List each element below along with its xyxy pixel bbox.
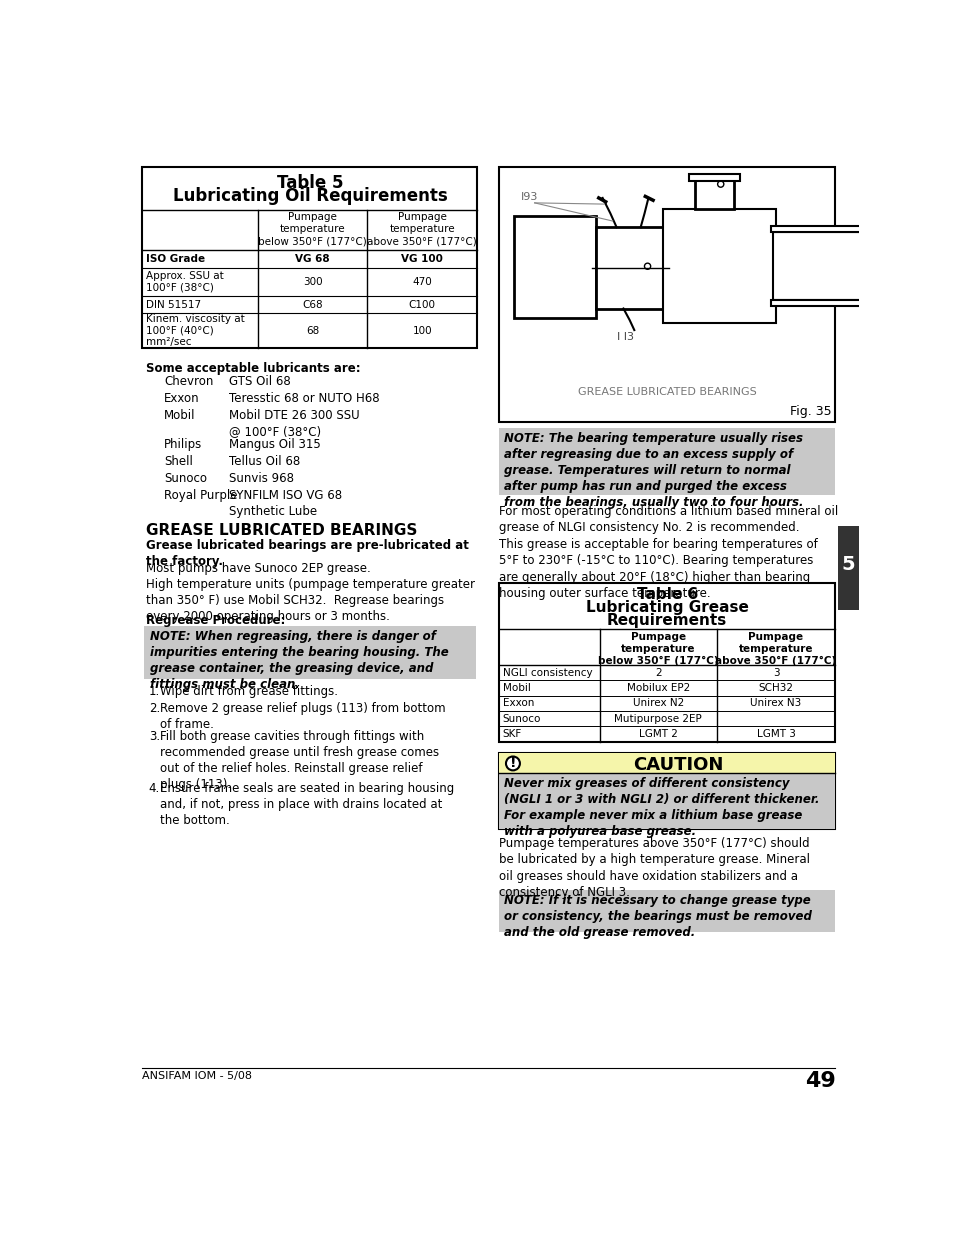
Text: LGMT 2: LGMT 2 bbox=[639, 729, 677, 740]
Text: Kinem. viscosity at
100°F (40°C)
mm²/sec: Kinem. viscosity at 100°F (40°C) mm²/sec bbox=[146, 314, 244, 347]
Text: Some acceptable lubricants are:: Some acceptable lubricants are: bbox=[146, 362, 360, 375]
Text: 5: 5 bbox=[841, 555, 855, 573]
Text: !: ! bbox=[509, 756, 516, 771]
Bar bbox=[694, 174, 734, 209]
Text: 4.: 4. bbox=[149, 782, 160, 795]
Text: 3: 3 bbox=[772, 668, 779, 678]
Text: Wipe dirt from grease fittings.: Wipe dirt from grease fittings. bbox=[159, 685, 337, 698]
Text: NOTE: The bearing temperature usually rises
after regreasing due to an excess su: NOTE: The bearing temperature usually ri… bbox=[504, 432, 803, 509]
Text: C68: C68 bbox=[302, 300, 322, 310]
Text: Regrease Procedure:: Regrease Procedure: bbox=[146, 614, 286, 627]
Text: Fig. 35: Fig. 35 bbox=[789, 405, 831, 417]
Bar bbox=[142, 168, 476, 348]
Text: Never mix greases of different consistency
(NGLI 1 or 3 with NGLI 2) or differen: Never mix greases of different consisten… bbox=[504, 777, 819, 839]
Text: 2: 2 bbox=[655, 668, 660, 678]
Text: Philips: Philips bbox=[164, 437, 202, 451]
Text: Pumpage
temperature
above 350°F (177°C): Pumpage temperature above 350°F (177°C) bbox=[715, 632, 836, 666]
Bar bbox=[772, 232, 909, 300]
Text: VG 68: VG 68 bbox=[295, 254, 330, 264]
Text: Shell: Shell bbox=[164, 454, 193, 468]
Text: 68: 68 bbox=[306, 326, 319, 336]
Bar bbox=[498, 583, 835, 742]
Text: GREASE LUBRICATED BEARINGS: GREASE LUBRICATED BEARINGS bbox=[146, 524, 417, 538]
Bar bbox=[498, 168, 835, 421]
Text: LGMT 3: LGMT 3 bbox=[756, 729, 795, 740]
Text: Table 5: Table 5 bbox=[276, 174, 343, 191]
Text: Chevron: Chevron bbox=[164, 375, 213, 388]
Text: ISO Grade: ISO Grade bbox=[146, 254, 205, 264]
Bar bbox=[770, 300, 911, 306]
Text: Most pumps have Sunoco 2EP grease.
High temperature units (pumpage temperature g: Most pumps have Sunoco 2EP grease. High … bbox=[146, 562, 475, 622]
Bar bbox=[662, 209, 775, 324]
Bar bbox=[596, 227, 664, 309]
Text: CAUTION: CAUTION bbox=[633, 757, 723, 774]
Text: Mutipurpose 2EP: Mutipurpose 2EP bbox=[614, 714, 701, 724]
Bar bbox=[770, 226, 911, 232]
Text: 470: 470 bbox=[412, 277, 432, 288]
Bar bbox=[498, 427, 835, 495]
Text: NOTE: If it is necessary to change grease type
or consistency, the bearings must: NOTE: If it is necessary to change greas… bbox=[504, 894, 811, 940]
Text: 300: 300 bbox=[302, 277, 322, 288]
Text: Pumpage
temperature
above 350°F (177°C): Pumpage temperature above 350°F (177°C) bbox=[367, 212, 476, 246]
Text: Teresstic 68 or NUTO H68: Teresstic 68 or NUTO H68 bbox=[229, 393, 379, 405]
Text: 1.: 1. bbox=[149, 685, 160, 698]
Text: ANSIFAM IOM - 5/08: ANSIFAM IOM - 5/08 bbox=[142, 1072, 253, 1082]
Text: Tellus Oil 68: Tellus Oil 68 bbox=[229, 454, 300, 468]
Text: VG 100: VG 100 bbox=[401, 254, 443, 264]
Text: Sunvis 968: Sunvis 968 bbox=[229, 472, 294, 484]
Text: 100: 100 bbox=[412, 326, 432, 336]
Bar bbox=[144, 626, 476, 679]
Text: Mobil: Mobil bbox=[502, 683, 530, 693]
Text: 2.: 2. bbox=[149, 701, 160, 715]
Text: 3.: 3. bbox=[149, 730, 160, 743]
Text: Pumpage
temperature
below 350°F (177°C): Pumpage temperature below 350°F (177°C) bbox=[258, 212, 367, 246]
Text: Mobil: Mobil bbox=[164, 409, 195, 422]
Text: GREASE LUBRICATED BEARINGS: GREASE LUBRICATED BEARINGS bbox=[578, 387, 756, 396]
Text: Ensure frame seals are seated in bearing housing
and, if not, press in place wit: Ensure frame seals are seated in bearing… bbox=[159, 782, 454, 827]
Text: SCH32: SCH32 bbox=[758, 683, 793, 693]
Bar bbox=[498, 753, 835, 773]
Text: DIN 51517: DIN 51517 bbox=[146, 300, 200, 310]
Text: Royal Purple: Royal Purple bbox=[164, 489, 237, 501]
Bar bbox=[514, 216, 596, 317]
Circle shape bbox=[505, 757, 519, 771]
Text: Pumpage temperatures above 350°F (177°C) should
be lubricated by a high temperat: Pumpage temperatures above 350°F (177°C)… bbox=[498, 836, 809, 899]
Text: Fill both grease cavities through fittings with
recommended grease until fresh g: Fill both grease cavities through fittin… bbox=[159, 730, 438, 792]
Text: Mobil DTE 26 300 SSU
@ 100°F (38°C): Mobil DTE 26 300 SSU @ 100°F (38°C) bbox=[229, 409, 359, 438]
Text: SKF: SKF bbox=[502, 729, 521, 740]
Text: Table 6: Table 6 bbox=[636, 587, 697, 603]
Text: Mangus Oil 315: Mangus Oil 315 bbox=[229, 437, 321, 451]
Text: Sunoco: Sunoco bbox=[164, 472, 207, 484]
Text: Exxon: Exxon bbox=[164, 393, 199, 405]
Text: I93: I93 bbox=[520, 193, 537, 203]
Text: Unirex N3: Unirex N3 bbox=[750, 698, 801, 709]
Text: Mobilux EP2: Mobilux EP2 bbox=[626, 683, 689, 693]
Text: Approx. SSU at
100°F (38°C): Approx. SSU at 100°F (38°C) bbox=[146, 272, 223, 293]
Text: C100: C100 bbox=[408, 300, 436, 310]
Text: Pumpage
temperature
below 350°F (177°C): Pumpage temperature below 350°F (177°C) bbox=[598, 632, 718, 666]
Bar bbox=[838, 526, 858, 610]
Text: Lubricating Grease: Lubricating Grease bbox=[585, 600, 748, 615]
Text: NGLI consistency: NGLI consistency bbox=[502, 668, 592, 678]
Text: Remove 2 grease relief plugs (113) from bottom
of frame.: Remove 2 grease relief plugs (113) from … bbox=[159, 701, 445, 731]
Text: GTS Oil 68: GTS Oil 68 bbox=[229, 375, 291, 388]
Text: NOTE: When regreasing, there is danger of
impurities entering the bearing housin: NOTE: When regreasing, there is danger o… bbox=[150, 630, 449, 692]
Text: Lubricating Oil Requirements: Lubricating Oil Requirements bbox=[172, 188, 447, 205]
Text: Grease lubricated bearings are pre-lubricated at
the factory.: Grease lubricated bearings are pre-lubri… bbox=[146, 538, 469, 568]
Text: 49: 49 bbox=[803, 1072, 835, 1092]
Text: Unirex N2: Unirex N2 bbox=[632, 698, 683, 709]
Bar bbox=[498, 753, 835, 829]
Text: Exxon: Exxon bbox=[502, 698, 534, 709]
Text: For most operating conditions a lithium based mineral oil
grease of NLGI consist: For most operating conditions a lithium … bbox=[498, 505, 838, 600]
Bar bbox=[688, 174, 740, 182]
Bar bbox=[498, 890, 835, 932]
Text: I I3: I I3 bbox=[617, 332, 634, 342]
Text: Sunoco: Sunoco bbox=[502, 714, 540, 724]
Bar bbox=[498, 773, 835, 829]
Text: SYNFILM ISO VG 68
Synthetic Lube: SYNFILM ISO VG 68 Synthetic Lube bbox=[229, 489, 342, 517]
Text: Requirements: Requirements bbox=[606, 614, 726, 629]
